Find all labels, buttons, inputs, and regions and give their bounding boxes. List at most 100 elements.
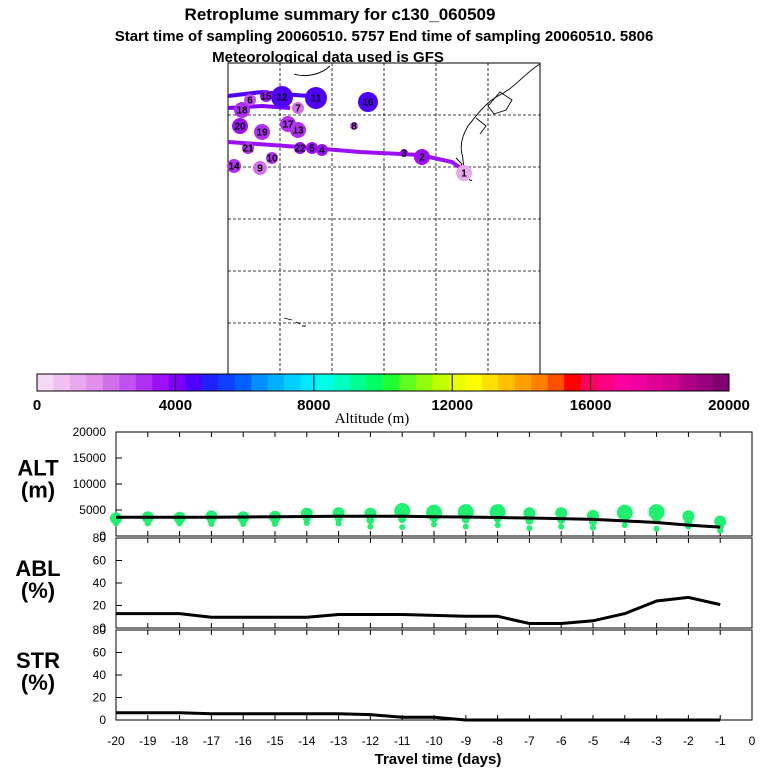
- x-tick-label: -12: [362, 734, 380, 748]
- alt-point: [526, 525, 533, 532]
- panel-abl: 0 20 40 60 80 ABL(%): [15, 531, 753, 635]
- x-tick-label: -11: [394, 734, 411, 748]
- x-tick-label: -19: [139, 734, 157, 748]
- colorbar-cell: [251, 374, 269, 391]
- alt-point: [113, 520, 119, 527]
- alt-point: [616, 504, 633, 521]
- map-marker-label: 19: [256, 128, 268, 139]
- map-marker: [305, 87, 327, 109]
- map-marker: [244, 94, 256, 106]
- colorbar-tick-label: 8000: [297, 397, 330, 414]
- alt-point: [208, 521, 215, 528]
- map-marker: [306, 142, 318, 154]
- map-marker: [456, 165, 472, 181]
- y-tick-label: 5000: [79, 503, 106, 517]
- y-tick-label: 60: [93, 646, 107, 660]
- colorbar-cell: [481, 374, 499, 391]
- map-marker-label: 10: [266, 154, 278, 165]
- map-marker: [271, 86, 293, 108]
- alt-point: [590, 524, 596, 531]
- x-tick-label: -2: [683, 734, 694, 748]
- map-marker-label: 14: [228, 162, 240, 173]
- x-tick-label: -5: [588, 734, 599, 748]
- map-marker-label: 9: [257, 164, 263, 175]
- y-tick-label: 10000: [73, 477, 107, 491]
- y-tick-label: 40: [93, 576, 107, 590]
- alt-point: [240, 521, 247, 528]
- colorbar-cell: [432, 374, 450, 391]
- x-tick-label: -13: [330, 734, 348, 748]
- y-tick-label: 60: [93, 554, 107, 568]
- map-marker-label: 5: [309, 144, 315, 155]
- map-marker-label: 8: [351, 122, 357, 133]
- x-tick-label: -16: [235, 734, 253, 748]
- colorbar: 0 4000 8000 12000 16000 20000 Altitude (m): [33, 373, 750, 427]
- panel-label: ALT: [17, 456, 59, 481]
- map-marker: [242, 142, 254, 154]
- colorbar-cell: [547, 374, 565, 391]
- alt-point: [144, 520, 151, 527]
- y-tick-label: 40: [93, 668, 107, 682]
- alt-point: [648, 504, 665, 521]
- x-tick-label: -18: [171, 734, 189, 748]
- colorbar-cell: [399, 374, 417, 391]
- panel-frame: [115, 629, 753, 721]
- map-marker-label: 2: [419, 153, 425, 164]
- map-marker: [266, 152, 278, 164]
- panel-label-units: (%): [21, 578, 55, 603]
- x-tick-label: -10: [425, 734, 443, 748]
- colorbar-cell: [267, 374, 285, 391]
- alt-point: [272, 521, 278, 528]
- map-marker-label: 7: [295, 104, 301, 115]
- alt-point: [176, 520, 183, 527]
- colorbar-cell: [135, 374, 153, 391]
- time-series-panels: 05000100001500020000ALT(m)020406080ABL(%…: [15, 425, 755, 768]
- x-tick-label: -17: [203, 734, 221, 748]
- y-tick-label: 0: [99, 529, 106, 543]
- alt-point: [367, 523, 374, 530]
- alt-point: [366, 516, 375, 525]
- map-marker: [253, 161, 267, 175]
- colorbar-cell: [646, 374, 664, 391]
- alt-point: [335, 520, 342, 527]
- colorbar-label: Altitude (m): [335, 411, 410, 427]
- alt-median-line: [116, 514, 721, 529]
- colorbar-cell: [234, 374, 252, 391]
- map-marker-label: 17: [282, 120, 294, 131]
- map-marker: [294, 142, 306, 154]
- y-tick-label: 20000: [73, 425, 107, 439]
- alt-point: [555, 507, 568, 520]
- colorbar-tick-label: 4000: [159, 397, 192, 414]
- alt-point: [494, 522, 501, 529]
- panel-label-units: (%): [21, 670, 55, 695]
- colorbar-cell: [663, 374, 681, 391]
- y-tick-label: 20: [93, 599, 107, 613]
- colorbar-tick-label: 0: [33, 397, 41, 414]
- map-marker: [232, 118, 248, 134]
- colorbar-cell: [86, 374, 104, 391]
- map-marker-label: 11: [311, 94, 322, 105]
- alt-point: [431, 521, 437, 528]
- colorbar-cell: [218, 374, 236, 391]
- colorbar-cell: [580, 374, 598, 391]
- title-line1: Retroplume summary for c130_060509: [185, 5, 496, 24]
- colorbar-cell: [448, 374, 466, 391]
- map-gridlines: [228, 63, 540, 375]
- alt-point: [399, 524, 406, 531]
- map-marker: [227, 159, 241, 173]
- panel-alt: 0 5000 10000 15000 20000 ALT(m): [17, 425, 753, 543]
- colorbar-cell: [498, 374, 516, 391]
- y-tick-label: 80: [93, 531, 107, 545]
- map-marker-label: 3: [401, 149, 407, 160]
- x-tick-label: 0: [749, 734, 756, 748]
- colorbar-cell: [383, 374, 400, 391]
- alt-point: [462, 523, 469, 530]
- alt-point: [303, 520, 310, 526]
- map-marker-label: 13: [292, 126, 304, 137]
- x-tick-label: -1: [715, 734, 726, 748]
- map-marker-label: 22: [294, 144, 306, 155]
- map-marker-label: 4: [319, 146, 325, 157]
- colorbar-cell: [415, 374, 433, 391]
